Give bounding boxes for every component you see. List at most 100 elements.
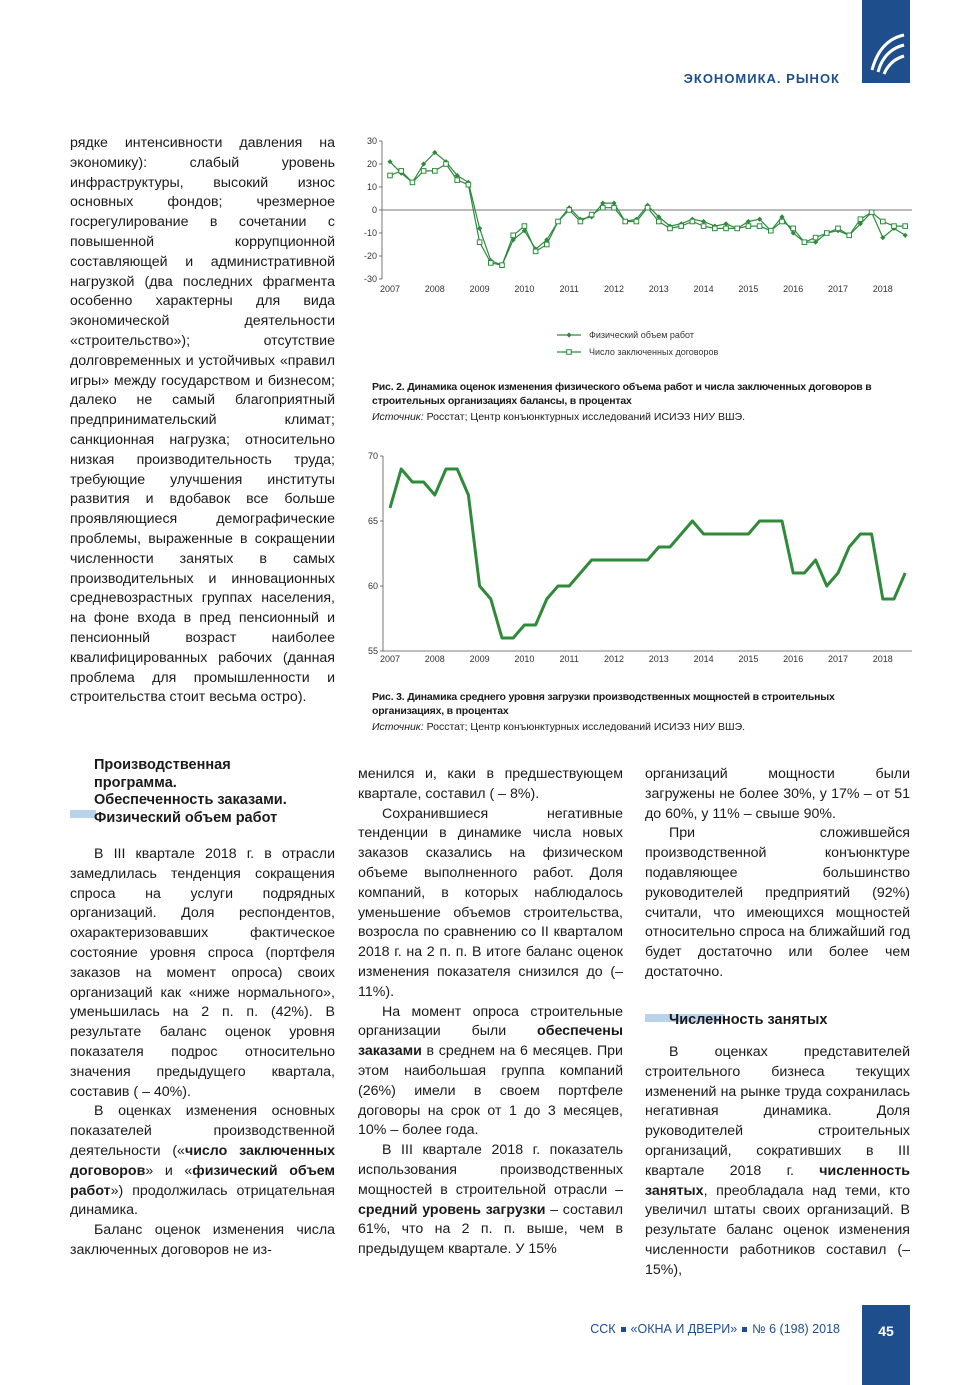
paragraph: В III квартале 2018 г. в отрасли замедли… bbox=[70, 845, 335, 1102]
x-tick-label: 2009 bbox=[470, 654, 490, 664]
paragraph: Баланс оценок изменения числа заключенны… bbox=[70, 1221, 335, 1261]
x-tick-label: 2016 bbox=[783, 284, 803, 294]
point bbox=[790, 230, 796, 236]
point bbox=[779, 214, 785, 220]
separator bbox=[742, 1327, 748, 1333]
paragraph: рядке интенсивности давления на экономик… bbox=[70, 134, 335, 708]
point bbox=[633, 218, 640, 225]
point bbox=[510, 237, 516, 243]
source-text: Росстат; Центр конъюнктурных исследовани… bbox=[423, 721, 746, 733]
x-tick-label: 2018 bbox=[873, 654, 893, 664]
text-column: В оценках представителей строительного б… bbox=[645, 1043, 910, 1281]
text: На момент опроса строительные организаци… bbox=[358, 1003, 623, 1040]
y-tick-label: 10 bbox=[367, 182, 377, 192]
point bbox=[880, 235, 886, 241]
y-tick-label: 30 bbox=[367, 136, 377, 146]
point bbox=[812, 234, 819, 241]
point bbox=[420, 168, 427, 174]
point bbox=[409, 179, 416, 186]
y-tick-label: 0 bbox=[372, 205, 377, 215]
footer-text: «ОКНА И ДВЕРИ» bbox=[630, 1322, 738, 1336]
heading-line: Обеспеченность заказами. bbox=[94, 792, 287, 808]
paragraph: На момент опроса строительные организаци… bbox=[358, 1003, 623, 1142]
text: В оценках изменения основных показателей… bbox=[70, 1103, 335, 1159]
footer-text: № 6 (198) 2018 bbox=[752, 1322, 840, 1336]
y-tick-label: -20 bbox=[364, 251, 377, 261]
point bbox=[868, 209, 875, 216]
x-tick-label: 2008 bbox=[425, 284, 445, 294]
paragraph: При сложившейся производственной конъюнк… bbox=[645, 824, 910, 982]
source-text: Росстат; Центр конъюнктурных исследовани… bbox=[423, 411, 746, 423]
point bbox=[544, 237, 550, 243]
point bbox=[566, 349, 572, 355]
x-tick-label: 2010 bbox=[514, 284, 534, 294]
x-tick-label: 2011 bbox=[560, 284, 579, 294]
text: В III квартале 2018 г. показатель исполь… bbox=[358, 1142, 623, 1198]
bold-text: число заключенных договоров bbox=[70, 1142, 335, 1179]
point bbox=[756, 223, 763, 229]
x-tick-label: 2007 bbox=[380, 654, 400, 664]
x-tick-label: 2017 bbox=[828, 284, 848, 294]
x-tick-label: 2017 bbox=[828, 654, 848, 664]
point bbox=[532, 248, 539, 255]
logo bbox=[870, 33, 905, 75]
source-label: Источник: bbox=[372, 721, 424, 733]
figure-source: Источник: Росстат; Центр конъюнктурных и… bbox=[372, 411, 745, 423]
page-number: 45 bbox=[878, 1323, 894, 1339]
text: менился и, каки в предшествующем квартал… bbox=[358, 766, 623, 802]
paragraph: организаций мощности были загружены не б… bbox=[645, 765, 910, 824]
point bbox=[745, 223, 752, 229]
bold-text: численность занятых bbox=[645, 1162, 910, 1199]
text: Сохранившиеся негативные тенденции в дин… bbox=[358, 805, 623, 1000]
x-tick-label: 2010 bbox=[514, 654, 534, 664]
footer: ССК «ОКНА И ДВЕРИ» № 6 (198) 2018 bbox=[590, 1322, 840, 1336]
point bbox=[622, 218, 628, 225]
point bbox=[611, 204, 617, 211]
page-number-block: 45 bbox=[862, 1305, 910, 1385]
point bbox=[644, 204, 651, 211]
text: При сложившейся производственной конъюнк… bbox=[645, 825, 910, 980]
point bbox=[476, 239, 483, 246]
point bbox=[499, 262, 505, 268]
point bbox=[701, 218, 707, 225]
point bbox=[521, 223, 528, 229]
series-line bbox=[389, 163, 906, 266]
chart: 55 60 65 70 2007 2008 2009 2010 2011 2012 2013 2014… bbox=[368, 451, 912, 664]
point bbox=[544, 241, 550, 248]
x-tick-label: 2013 bbox=[649, 284, 669, 294]
point bbox=[757, 216, 763, 222]
point bbox=[600, 200, 606, 206]
x-tick-label: 2011 bbox=[560, 654, 579, 664]
point bbox=[723, 225, 729, 232]
text: ») продолжилась отрицательная динамика. bbox=[70, 1182, 335, 1219]
point bbox=[398, 168, 405, 174]
legend-label: Физический объем работ bbox=[589, 330, 694, 340]
point bbox=[465, 181, 472, 188]
point bbox=[790, 225, 796, 232]
y-tick-label: -30 bbox=[364, 274, 377, 284]
point bbox=[857, 221, 863, 227]
logo-block bbox=[862, 0, 910, 83]
point bbox=[443, 161, 449, 167]
text: Баланс оценок изменения числа заключенны… bbox=[70, 1222, 335, 1258]
point bbox=[857, 216, 864, 223]
point bbox=[813, 239, 819, 245]
y-tick-label: 70 bbox=[368, 451, 378, 461]
source-label: Источник: bbox=[372, 411, 424, 423]
x-tick-label: 2012 bbox=[604, 284, 624, 294]
text: – составил 61%, что на 2 п. п. выше, чем… bbox=[358, 1201, 623, 1258]
paragraph: В III квартале 2018 г. показатель исполь… bbox=[358, 1141, 623, 1260]
figure-caption: Рис. 3. Динамика среднего уровня загрузк… bbox=[372, 691, 835, 717]
point bbox=[555, 218, 561, 225]
y-tick-label: 20 bbox=[367, 159, 377, 169]
x-tick-label: 2013 bbox=[649, 654, 669, 664]
point bbox=[734, 225, 740, 232]
x-tick-label: 2012 bbox=[604, 654, 624, 664]
point bbox=[902, 232, 908, 238]
point bbox=[880, 218, 886, 225]
x-tick-label: 2008 bbox=[425, 654, 445, 664]
section-heading: Численность занятых bbox=[669, 1012, 827, 1030]
point bbox=[723, 221, 729, 227]
text: рядке интенсивности давления на экономик… bbox=[70, 135, 335, 706]
